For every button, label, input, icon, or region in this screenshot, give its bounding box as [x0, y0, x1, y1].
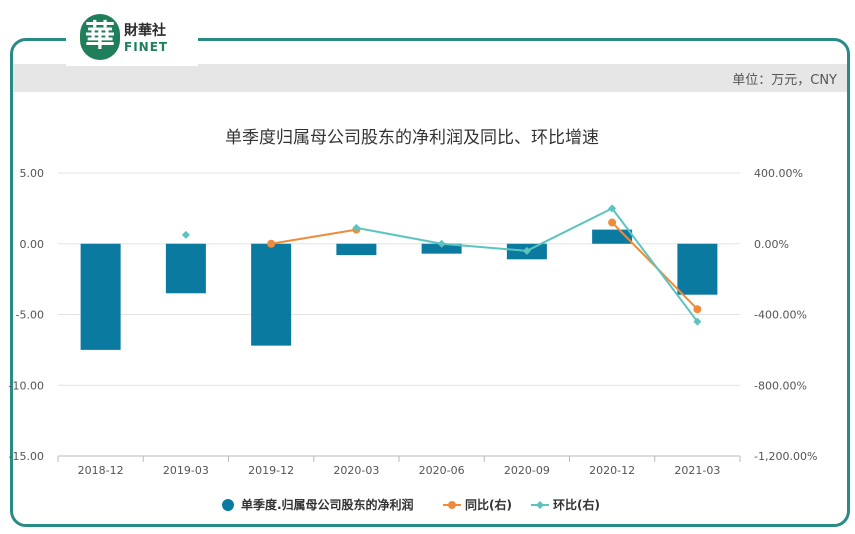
- x-tick-label: 2018-12: [78, 464, 124, 477]
- series-point: [522, 246, 531, 255]
- left-tick-label: 5.00: [20, 167, 45, 180]
- legend-swatch: [448, 501, 456, 509]
- bar: [80, 243, 121, 350]
- logo-english-name: FINET: [124, 40, 169, 54]
- x-tick-label: 2019-03: [163, 464, 209, 477]
- series-line-segment: [441, 242, 527, 252]
- series-line-segment: [526, 207, 613, 252]
- right-tick-label: -800.00%: [754, 379, 807, 392]
- legend-swatch: [536, 501, 544, 509]
- x-tick-label: 2020-12: [589, 464, 635, 477]
- right-tick-label: -400.00%: [754, 309, 807, 322]
- left-tick-label: 0.00: [20, 238, 45, 251]
- x-tick-label: 2020-09: [504, 464, 550, 477]
- chart-frame: [10, 38, 850, 527]
- finet-logo: 華 財華社 FINET: [66, 10, 198, 66]
- series-line-segment: [270, 228, 357, 245]
- series-point: [267, 239, 276, 248]
- left-tick-label: -10.00: [9, 379, 44, 392]
- x-tick-label: 2020-06: [419, 464, 465, 477]
- series-point: [608, 218, 617, 227]
- series-point: [693, 305, 702, 314]
- series-point: [608, 204, 617, 213]
- bar: [336, 243, 377, 256]
- series-point: [693, 317, 702, 326]
- chart-title: 单季度归属母公司股东的净利润及同比、环比增速: [225, 128, 599, 148]
- series-point: [437, 239, 446, 248]
- series-line-segment: [356, 226, 442, 245]
- bar: [677, 243, 718, 295]
- left-tick-label: -5.00: [16, 309, 44, 322]
- x-tick-label: 2020-03: [333, 464, 379, 477]
- unit-bar: 单位：万元，CNY: [13, 64, 847, 92]
- unit-label: 单位：万元，CNY: [732, 73, 837, 88]
- legend-label: 单季度.归属母公司股东的净利润: [241, 497, 414, 512]
- series-line-segment: [611, 207, 699, 323]
- right-tick-label: 0.00%: [754, 238, 789, 251]
- legend-swatch: [222, 499, 234, 511]
- series-point: [352, 223, 361, 232]
- logo-chinese-name: 財華社: [124, 23, 166, 39]
- series-point: [181, 230, 190, 239]
- bar: [251, 243, 292, 346]
- bar: [165, 243, 206, 294]
- left-tick-label: -15.00: [9, 450, 44, 463]
- right-tick-label: -1,200.00%: [754, 450, 817, 463]
- logo-mark: 華: [80, 14, 120, 60]
- legend-label: 环比(右): [553, 497, 600, 512]
- legend-label: 同比(右): [465, 497, 512, 512]
- bar: [421, 243, 462, 254]
- right-tick-label: 400.00%: [754, 167, 803, 180]
- x-tick-label: 2021-03: [674, 464, 720, 477]
- x-tick-label: 2019-12: [248, 464, 294, 477]
